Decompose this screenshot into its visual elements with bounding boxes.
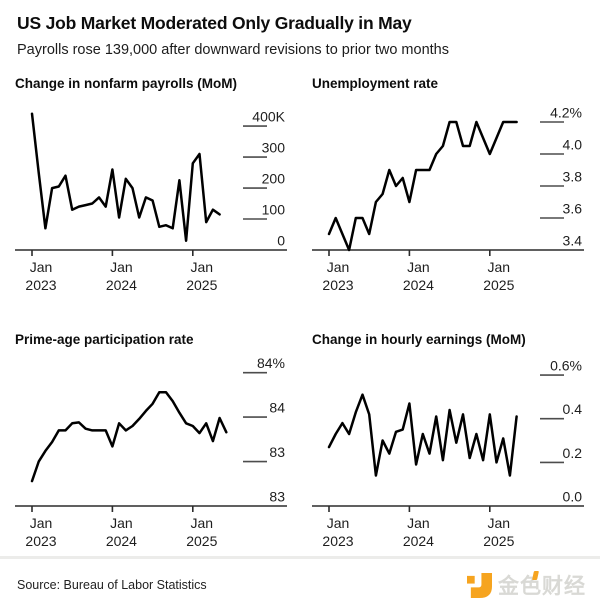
hourly-earnings-chart: 0.6% 0.4 0.2 0.0 Jan 2023 Jan 2024 Jan 2025 xyxy=(312,358,584,549)
svg-text:2025: 2025 xyxy=(186,533,217,549)
nonfarm-payrolls-chart: 400K 300 200 100 0 Jan 2023 Jan 2024 Jan 2025 xyxy=(15,109,287,293)
svg-text:4.2%: 4.2% xyxy=(550,105,582,121)
svg-text:0.0: 0.0 xyxy=(563,489,583,505)
svg-text:0.4: 0.4 xyxy=(563,401,583,417)
svg-text:2025: 2025 xyxy=(186,277,217,293)
svg-text:Jan: Jan xyxy=(488,515,511,531)
svg-text:400K: 400K xyxy=(252,109,285,125)
svg-text:3.8: 3.8 xyxy=(563,169,583,185)
svg-text:83: 83 xyxy=(269,444,285,460)
chart-panel-unemployment-rate: Unemployment rate 4.2% 4.0 3.8 3.6 3.4 Jan 202… xyxy=(300,76,600,294)
source-text: Source: Bureau of Labor Statistics xyxy=(17,578,207,592)
jinse-j-icon xyxy=(467,572,492,598)
chart-title: Unemployment rate xyxy=(312,76,439,91)
svg-text:2024: 2024 xyxy=(106,533,137,549)
prime-age-participation-chart: 84% 84 83 83 Jan 2023 Jan 2024 Jan 2025 xyxy=(15,355,287,549)
page-title: US Job Market Moderated Only Gradually i… xyxy=(17,13,412,33)
chart-title: Change in nonfarm payrolls (MoM) xyxy=(15,76,238,91)
svg-text:Jan: Jan xyxy=(191,259,214,275)
svg-text:3.6: 3.6 xyxy=(563,201,583,217)
footer: Source: Bureau of Labor Statistics 金色财经 xyxy=(0,556,600,611)
charts-grid: Change in nonfarm payrolls (MoM) 400K 300… xyxy=(0,76,600,550)
svg-text:Jan: Jan xyxy=(407,515,430,531)
svg-text:2025: 2025 xyxy=(483,277,514,293)
svg-text:0.2: 0.2 xyxy=(563,445,583,461)
chart-panel-prime-age-participation: Prime-age participation rate 84% 84 83 83 Ja… xyxy=(0,332,300,550)
svg-text:83: 83 xyxy=(269,489,285,505)
svg-text:Jan: Jan xyxy=(191,515,214,531)
svg-text:2023: 2023 xyxy=(25,533,56,549)
svg-text:2023: 2023 xyxy=(322,533,353,549)
chart-panel-hourly-earnings: Change in hourly earnings (MoM) 0.6% 0.4 0… xyxy=(300,332,600,550)
svg-text:2024: 2024 xyxy=(403,533,434,549)
svg-text:0: 0 xyxy=(277,233,285,249)
unemployment-rate-chart: 4.2% 4.0 3.8 3.6 3.4 Jan 2023 Jan 2024 Jan 2025 xyxy=(312,105,584,293)
svg-text:Jan: Jan xyxy=(327,515,350,531)
svg-text:2023: 2023 xyxy=(25,277,56,293)
svg-text:2025: 2025 xyxy=(483,533,514,549)
header: US Job Market Moderated Only Gradually i… xyxy=(0,0,600,58)
chart-title: Change in hourly earnings (MoM) xyxy=(312,332,526,347)
svg-text:84: 84 xyxy=(269,400,285,416)
jinse-logo-text: 金色财经 xyxy=(498,575,586,598)
svg-text:Jan: Jan xyxy=(110,259,133,275)
svg-text:Jan: Jan xyxy=(407,259,430,275)
svg-text:100: 100 xyxy=(262,202,286,218)
svg-text:2024: 2024 xyxy=(106,277,137,293)
svg-text:3.4: 3.4 xyxy=(563,233,583,249)
page-subtitle: Payrolls rose 139,000 after downward rev… xyxy=(17,42,449,58)
svg-text:Jan: Jan xyxy=(327,259,350,275)
svg-text:0.6%: 0.6% xyxy=(550,358,582,374)
svg-text:2023: 2023 xyxy=(322,277,353,293)
svg-text:Jan: Jan xyxy=(30,515,53,531)
svg-text:84%: 84% xyxy=(257,355,285,371)
jinse-watermark: 金色财经 xyxy=(467,570,586,600)
svg-text:Jan: Jan xyxy=(110,515,133,531)
svg-text:2024: 2024 xyxy=(403,277,434,293)
svg-text:Jan: Jan xyxy=(488,259,511,275)
chart-panel-nonfarm-payrolls: Change in nonfarm payrolls (MoM) 400K 300… xyxy=(0,76,300,294)
svg-text:4.0: 4.0 xyxy=(563,137,583,153)
svg-text:300: 300 xyxy=(262,140,286,156)
svg-text:200: 200 xyxy=(262,171,286,187)
svg-text:Jan: Jan xyxy=(30,259,53,275)
chart-title: Prime-age participation rate xyxy=(15,332,194,347)
